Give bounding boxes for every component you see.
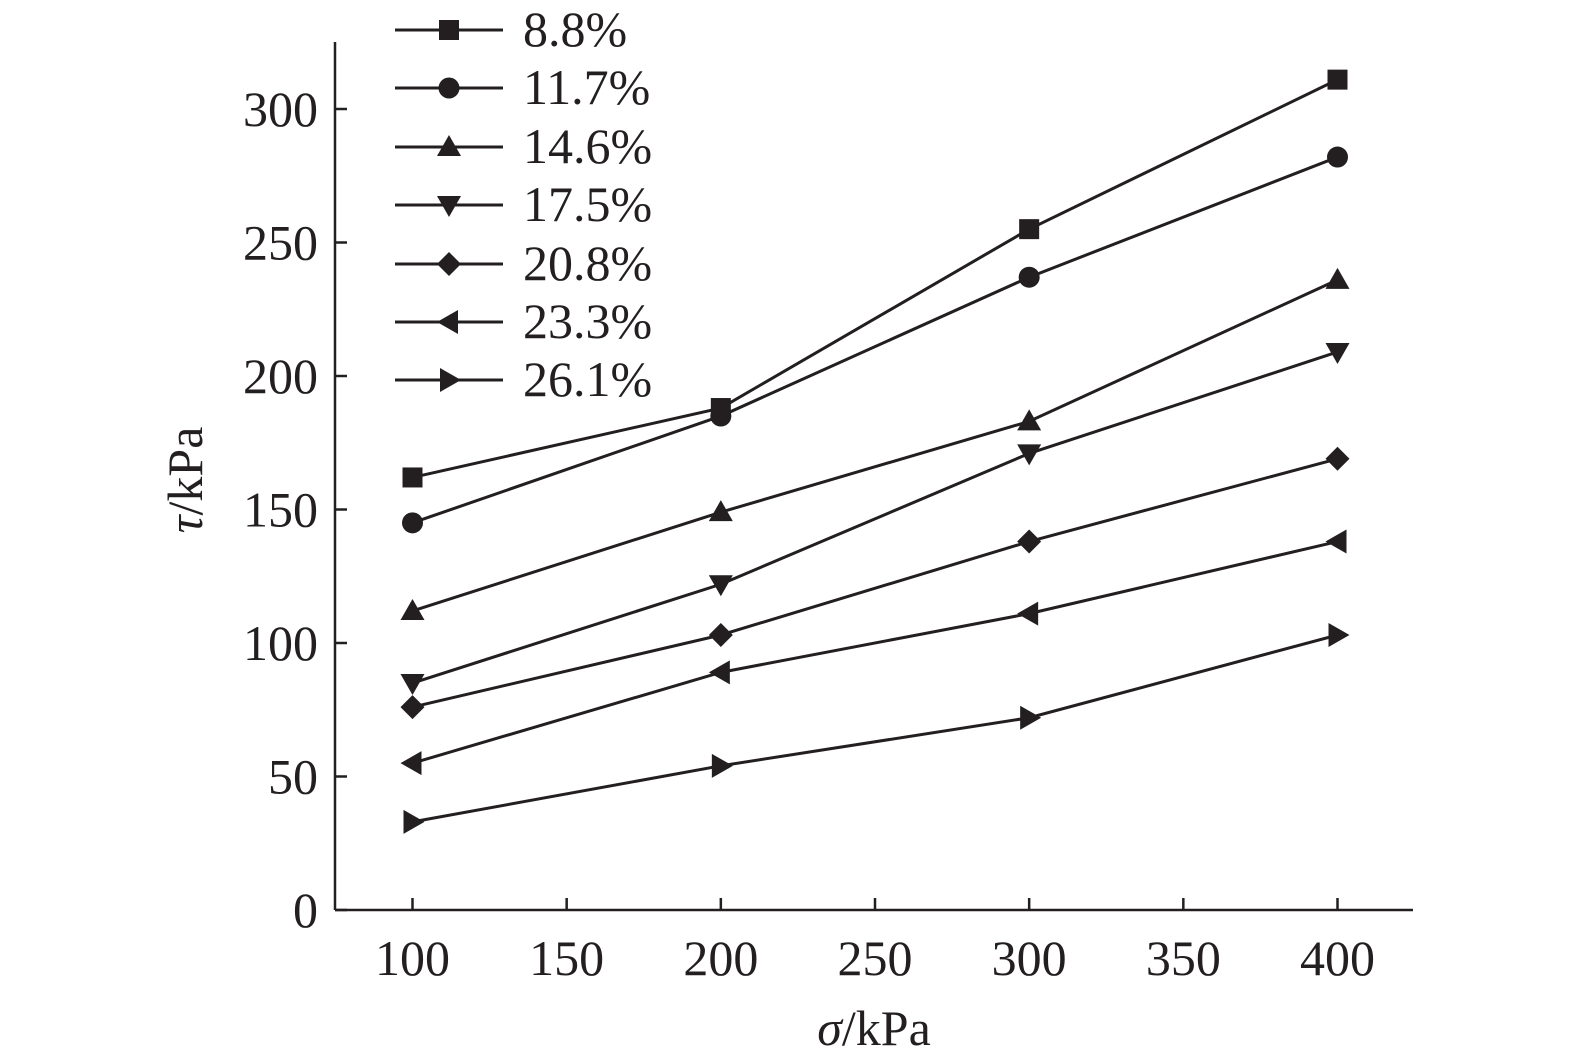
x-tick-label: 200: [683, 930, 758, 986]
legend-marker: [439, 20, 459, 40]
series-11.7%: [402, 146, 1348, 534]
data-point: [711, 753, 733, 778]
legend-item: 11.7%: [395, 59, 650, 115]
series-14.6%: [400, 267, 1350, 620]
data-point: [708, 622, 733, 647]
series-line: [412, 350, 1338, 685]
data-point: [1325, 342, 1350, 364]
legend-marker: [437, 252, 461, 276]
data-point: [708, 500, 733, 522]
x-tick-label: 250: [838, 930, 913, 986]
data-point: [1019, 219, 1040, 240]
y-axis-label: τ/kPa: [157, 427, 213, 534]
data-point: [1327, 69, 1348, 90]
x-axis-label: σ/kPa: [817, 1000, 931, 1056]
legend-label: 26.1%: [523, 351, 652, 407]
y-tick-label: 300: [243, 81, 318, 137]
y-tick-label: 250: [243, 215, 318, 271]
y-tick-label: 100: [243, 615, 318, 671]
legend-item: 8.8%: [395, 1, 627, 57]
y-axis-unit: /kPa: [157, 427, 213, 516]
series-line: [412, 633, 1338, 824]
data-point: [400, 695, 425, 720]
y-tick-label: 200: [243, 348, 318, 404]
axes: 100 150 200 250 300 350 400 0 50 100 150 200 250 300: [243, 42, 1413, 986]
x-tick-label: 400: [1300, 930, 1375, 986]
data-point: [710, 405, 732, 427]
legend-label: 23.3%: [523, 293, 652, 349]
data-point: [402, 467, 423, 488]
data-point: [1325, 446, 1350, 471]
data-point: [1327, 146, 1348, 168]
legend-label: 8.8%: [523, 1, 627, 57]
x-axis-symbol: σ: [817, 1000, 844, 1056]
series-line: [412, 278, 1339, 613]
series-17.5%: [400, 342, 1350, 696]
data-point: [1020, 705, 1042, 730]
data-point: [1017, 529, 1042, 554]
x-axis-unit: /kPa: [842, 1000, 931, 1056]
data-point: [1325, 267, 1350, 289]
legend-item: 20.8%: [395, 235, 652, 291]
legend-label: 17.5%: [523, 176, 652, 232]
data-point: [400, 674, 425, 696]
x-tick-label: 300: [992, 930, 1067, 986]
series-layer: [400, 69, 1350, 834]
data-point: [1018, 266, 1040, 288]
series-26.1%: [403, 622, 1350, 834]
data-point: [708, 660, 730, 685]
legend-marker: [437, 310, 458, 334]
series-20.8%: [400, 446, 1350, 720]
data-point: [1017, 601, 1039, 626]
series-line: [412, 457, 1338, 709]
data-point: [1017, 444, 1042, 466]
data-point: [1017, 409, 1042, 431]
legend-marker: [440, 368, 461, 392]
data-point: [1328, 622, 1350, 647]
data-point: [1325, 529, 1347, 554]
y-axis-symbol: τ: [157, 513, 213, 533]
legend-label: 14.6%: [523, 118, 652, 174]
legend-item: 23.3%: [395, 293, 652, 349]
legend-marker: [437, 135, 461, 156]
legend: 8.8%11.7%14.6%17.5%20.8%23.3%26.1%: [395, 1, 652, 407]
series-line: [412, 78, 1339, 479]
legend-item: 14.6%: [395, 118, 652, 174]
data-point: [708, 575, 733, 597]
series-line: [412, 540, 1338, 765]
x-tick-label: 350: [1146, 930, 1221, 986]
x-tick-label: 100: [375, 930, 450, 986]
x-tick-label: 150: [529, 930, 604, 986]
y-tick-label: 150: [243, 482, 318, 538]
data-point: [402, 512, 423, 534]
y-tick-label: 50: [268, 749, 318, 805]
legend-marker: [438, 77, 460, 99]
legend-item: 26.1%: [395, 351, 652, 407]
series-line: [412, 155, 1339, 525]
series-23.3%: [400, 529, 1347, 776]
legend-item: 17.5%: [395, 176, 652, 232]
y-tick-label: 0: [293, 882, 318, 938]
data-point: [400, 598, 425, 620]
legend-label: 11.7%: [523, 59, 650, 115]
data-point: [400, 751, 422, 776]
legend-marker: [437, 196, 461, 217]
legend-label: 20.8%: [523, 235, 652, 291]
data-point: [403, 809, 425, 834]
